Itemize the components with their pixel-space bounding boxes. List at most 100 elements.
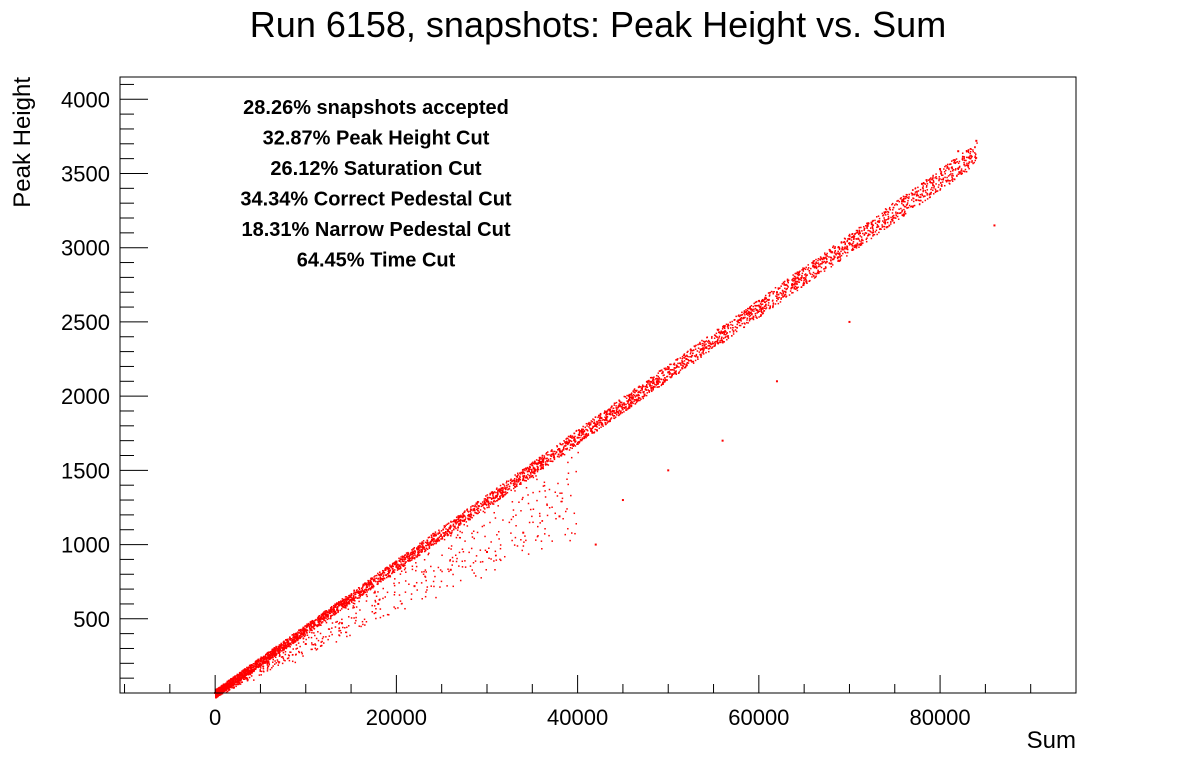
data-point — [246, 671, 249, 674]
data-point — [471, 532, 473, 535]
data-point — [860, 236, 863, 238]
data-point — [371, 577, 373, 579]
data-point — [455, 523, 457, 525]
data-point — [567, 437, 569, 440]
data-point — [833, 257, 835, 259]
data-point — [887, 211, 890, 214]
data-point — [320, 644, 323, 647]
data-point — [484, 508, 486, 510]
data-point — [864, 232, 867, 234]
data-point — [755, 309, 758, 312]
data-point — [350, 617, 353, 619]
data-point — [236, 678, 239, 680]
data-point — [514, 480, 516, 482]
data-point — [677, 362, 679, 365]
data-point — [878, 228, 881, 231]
data-point — [237, 680, 239, 683]
data-point — [896, 203, 898, 206]
data-point — [961, 157, 964, 159]
data-point — [332, 604, 335, 607]
data-point — [492, 503, 494, 505]
data-point — [533, 469, 536, 471]
data-point — [726, 325, 729, 328]
data-point — [717, 338, 719, 340]
data-point — [895, 214, 898, 217]
data-point — [347, 598, 349, 601]
data-point — [272, 656, 274, 659]
data-point — [304, 625, 306, 627]
data-point — [397, 568, 400, 570]
data-point — [968, 161, 970, 163]
data-point — [265, 657, 267, 660]
data-point — [921, 194, 924, 196]
data-point — [700, 356, 702, 358]
data-point — [792, 274, 794, 276]
data-point — [296, 637, 299, 640]
data-point — [293, 641, 295, 644]
data-point — [483, 507, 485, 509]
data-point — [775, 300, 778, 302]
data-point — [441, 536, 443, 538]
data-point — [277, 645, 280, 648]
data-point — [597, 416, 599, 419]
data-point — [458, 522, 460, 525]
data-point — [290, 638, 293, 640]
data-point — [527, 494, 529, 496]
data-point — [447, 568, 449, 570]
data-point — [566, 440, 568, 443]
data-point — [525, 468, 528, 471]
data-point — [606, 422, 609, 424]
data-point — [344, 627, 346, 629]
data-point — [546, 514, 549, 517]
data-point — [735, 315, 737, 318]
data-point — [314, 644, 317, 646]
data-point — [801, 269, 803, 271]
data-point — [449, 524, 452, 527]
data-point — [270, 654, 273, 656]
data-point — [668, 371, 670, 373]
data-point — [703, 343, 705, 345]
data-point — [644, 393, 646, 396]
data-point — [411, 565, 414, 568]
data-point — [302, 633, 304, 635]
data-point — [669, 369, 672, 371]
data-point — [919, 196, 922, 199]
data-point — [344, 600, 346, 602]
data-point — [567, 435, 570, 438]
data-point — [499, 484, 502, 487]
data-point — [552, 460, 554, 463]
data-point — [274, 656, 277, 659]
data-point — [926, 184, 928, 187]
data-point — [426, 586, 429, 588]
data-point — [526, 470, 529, 473]
data-point — [650, 381, 652, 384]
data-point — [652, 387, 655, 389]
data-point — [306, 629, 308, 631]
data-point — [423, 558, 426, 561]
data-point — [600, 417, 603, 420]
data-point — [498, 498, 500, 501]
data-point — [474, 504, 476, 506]
data-point — [327, 615, 329, 617]
data-point — [380, 573, 382, 575]
data-point — [423, 547, 426, 549]
data-point — [637, 393, 639, 396]
data-point — [636, 399, 639, 401]
data-point — [421, 545, 423, 548]
data-point — [382, 570, 385, 572]
data-point — [239, 674, 242, 676]
data-point — [403, 554, 406, 557]
data-point — [515, 475, 518, 478]
data-point — [618, 399, 620, 402]
data-point — [922, 185, 924, 187]
data-point — [850, 236, 853, 239]
data-point — [718, 337, 720, 339]
data-point — [941, 178, 943, 181]
data-point — [271, 666, 273, 669]
data-point — [543, 455, 546, 457]
data-point — [419, 551, 421, 553]
data-point — [869, 231, 872, 233]
data-point — [533, 470, 535, 472]
data-point — [368, 587, 370, 590]
data-point — [364, 624, 366, 626]
